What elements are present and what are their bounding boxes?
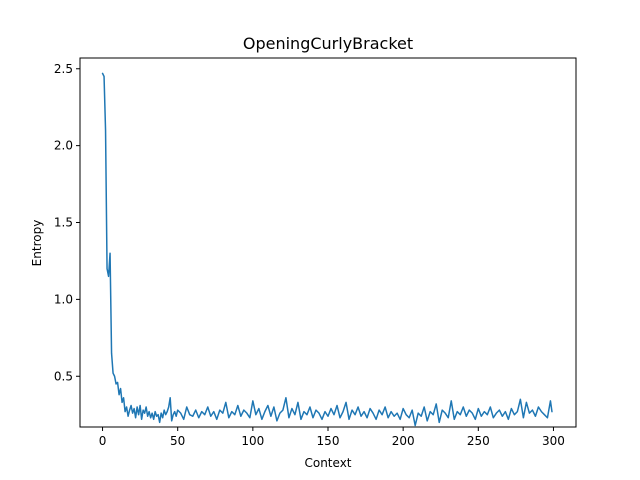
chart-title: OpeningCurlyBracket <box>243 34 413 53</box>
x-axis-ticks: 0 50 100 150 200 250 300 <box>99 427 565 448</box>
x-tick-label: 250 <box>467 434 490 448</box>
entropy-series-line <box>101 72 553 427</box>
y-tick-label: 0.5 <box>54 369 73 383</box>
x-tick-label: 0 <box>99 434 107 448</box>
x-axis-label: Context <box>304 456 351 470</box>
y-axis-label: Entropy <box>30 220 44 267</box>
y-tick-label: 2.5 <box>54 62 73 76</box>
plot-frame <box>79 57 577 428</box>
x-tick-label: 150 <box>317 434 340 448</box>
y-axis-ticks: 0.5 1.0 1.5 2.0 2.5 <box>54 62 80 383</box>
y-tick-label: 1.0 <box>54 292 73 306</box>
y-tick-label: 1.5 <box>54 216 73 230</box>
x-tick-label: 300 <box>542 434 565 448</box>
x-tick-label: 200 <box>392 434 415 448</box>
x-tick-label: 100 <box>241 434 264 448</box>
x-tick-label: 50 <box>170 434 185 448</box>
y-tick-label: 2.0 <box>54 139 73 153</box>
series-group <box>101 72 553 427</box>
